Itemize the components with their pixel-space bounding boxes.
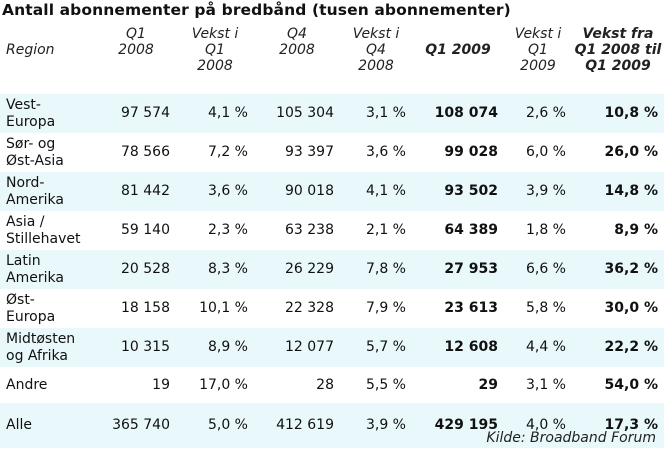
- region-cell: Øst- Europa: [6, 291, 56, 325]
- table-title: Antall abonnementer på bredbånd (tusen a…: [2, 1, 511, 19]
- table-row: Midtøsten og Afrika 10 315 8,9 % 12 077 …: [0, 328, 664, 367]
- header-growth-total: Vekst fra Q1 2008 til Q1 2009: [574, 26, 662, 74]
- q1-2008-cell: 10 315: [96, 328, 176, 367]
- q1-2008-cell: 81 442: [96, 172, 176, 211]
- region-cell: Nord- Amerika: [0, 172, 96, 211]
- growth-q1-2008-cell: 3,6 %: [176, 172, 254, 211]
- table-row: Asia / Stillehavet 59 140 2,3 % 63 238 2…: [0, 211, 664, 250]
- region-cell: Latin Amerika: [0, 250, 96, 289]
- q1-2009-cell: 12 608: [412, 328, 504, 367]
- region-cell: Andre: [6, 376, 48, 393]
- q1-2008-cell: 97 574: [96, 94, 176, 133]
- q1-2009-cell: 27 953: [412, 250, 504, 289]
- q1-2009-cell: 99 028: [444, 144, 498, 160]
- header-growth-q4-2008: Vekst i Q4 2008: [352, 26, 400, 74]
- q1-2008-cell: 20 528: [96, 250, 176, 289]
- q4-2008-cell: 93 397: [285, 144, 334, 160]
- q4-2008-cell: 12 077: [254, 328, 340, 367]
- table-row: Sør- og Øst-Asia 78 566 7,2 % 93 397 3,6…: [0, 133, 664, 172]
- growth-total-cell: 14,8 %: [572, 172, 664, 211]
- q1-2009-cell: 108 074: [412, 94, 504, 133]
- growth-total-cell: 54,0 %: [604, 376, 658, 393]
- growth-total-cell: 36,2 %: [572, 250, 664, 289]
- growth-q4-2008-cell: 5,5 %: [365, 376, 406, 393]
- table-row: Vest- Europa 97 574 4,1 % 105 304 3,1 % …: [0, 94, 664, 133]
- q4-2008-cell: 28: [316, 376, 334, 393]
- region-cell: Midtøsten og Afrika: [0, 328, 96, 367]
- growth-q1-2009-cell: 3,9 %: [504, 172, 572, 211]
- q1-2009-cell: 93 502: [412, 172, 504, 211]
- growth-total-cell: 26,0 %: [604, 144, 658, 160]
- growth-total-cell: 30,0 %: [604, 300, 658, 316]
- source-note: Kilde: Broadband Forum: [486, 430, 656, 446]
- q4-2008-cell: 412 619: [254, 403, 340, 448]
- growth-q4-2008-cell: 7,8 %: [340, 250, 412, 289]
- growth-q1-2008-cell: 8,3 %: [176, 250, 254, 289]
- region-cell: Asia / Stillehavet: [6, 213, 81, 247]
- growth-total-cell: 8,9 %: [614, 222, 658, 238]
- growth-q1-2009-cell: 6,0 %: [525, 144, 566, 160]
- growth-total-cell: 10,8 %: [572, 94, 664, 133]
- q1-2009-cell: 429 195: [412, 403, 504, 448]
- growth-q1-2009-cell: 2,6 %: [504, 94, 572, 133]
- q4-2008-cell: 26 229: [254, 250, 340, 289]
- growth-q1-2008-cell: 5,0 %: [176, 403, 254, 448]
- growth-q1-2008-cell: 7,2 %: [207, 144, 248, 160]
- growth-q4-2008-cell: 2,1 %: [365, 222, 406, 238]
- growth-total-cell: 17,3 %: [572, 403, 664, 448]
- growth-q4-2008-cell: 7,9 %: [365, 300, 406, 316]
- growth-q4-2008-cell: 3,6 %: [365, 144, 406, 160]
- header-growth-q1-2008: Vekst i Q1 2008: [191, 26, 239, 74]
- growth-q1-2009-cell: 5,8 %: [525, 300, 566, 316]
- region-cell: Alle: [0, 403, 96, 448]
- region-cell: Vest- Europa: [0, 94, 96, 133]
- q4-2008-cell: 105 304: [254, 94, 340, 133]
- broadband-table: Region Q1 2008 Vekst i Q1 2008 Q4 2008 V…: [0, 26, 664, 448]
- table-row: Latin Amerika 20 528 8,3 % 26 229 7,8 % …: [0, 250, 664, 289]
- q1-2008-cell: 59 140: [121, 222, 170, 238]
- growth-q1-2008-cell: 2,3 %: [207, 222, 248, 238]
- growth-q4-2008-cell: 5,7 %: [340, 328, 412, 367]
- header-region: Region: [6, 42, 55, 58]
- growth-q1-2008-cell: 4,1 %: [176, 94, 254, 133]
- growth-q1-2008-cell: 8,9 %: [176, 328, 254, 367]
- table-row: Andre 19 17,0 % 28 5,5 % 29 3,1 % 54,0 %: [0, 367, 664, 403]
- growth-q4-2008-cell: 3,1 %: [340, 94, 412, 133]
- table-row: Nord- Amerika 81 442 3,6 % 90 018 4,1 % …: [0, 172, 664, 211]
- q1-2009-cell: 29: [478, 376, 498, 393]
- q1-2009-cell: 23 613: [444, 300, 498, 316]
- growth-q1-2009-cell: 1,8 %: [525, 222, 566, 238]
- growth-q4-2008-cell: 3,9 %: [340, 403, 412, 448]
- header-q1-2009: Q1 2009: [425, 42, 491, 58]
- growth-q1-2009-cell: 6,6 %: [504, 250, 572, 289]
- header-growth-q1-2009: Vekst i Q1 2009: [514, 26, 562, 74]
- table-row-total: Alle 365 740 5,0 % 412 619 3,9 % 429 195…: [0, 403, 664, 448]
- growth-q1-2008-cell: 17,0 %: [199, 376, 248, 393]
- growth-q1-2009-cell: 3,1 %: [525, 376, 566, 393]
- q1-2008-cell: 78 566: [121, 144, 170, 160]
- q4-2008-cell: 63 238: [285, 222, 334, 238]
- growth-q1-2008-cell: 10,1 %: [199, 300, 248, 316]
- q4-2008-cell: 22 328: [285, 300, 334, 316]
- growth-total-cell: 22,2 %: [572, 328, 664, 367]
- q4-2008-cell: 90 018: [254, 172, 340, 211]
- q1-2008-cell: 18 158: [121, 300, 170, 316]
- q1-2008-cell: 365 740: [96, 403, 176, 448]
- q1-2008-cell: 19: [152, 376, 170, 393]
- header-row: Region Q1 2008 Vekst i Q1 2008 Q4 2008 V…: [0, 26, 664, 94]
- growth-q4-2008-cell: 4,1 %: [340, 172, 412, 211]
- growth-q1-2009-cell: 4,0 %: [504, 403, 572, 448]
- q1-2009-cell: 64 389: [444, 222, 498, 238]
- header-q4-2008: Q4 2008: [279, 26, 315, 58]
- region-cell: Sør- og Øst-Asia: [6, 135, 64, 169]
- growth-q1-2009-cell: 4,4 %: [504, 328, 572, 367]
- table-row: Øst- Europa 18 158 10,1 % 22 328 7,9 % 2…: [0, 289, 664, 328]
- header-q1-2008: Q1 2008: [118, 26, 154, 58]
